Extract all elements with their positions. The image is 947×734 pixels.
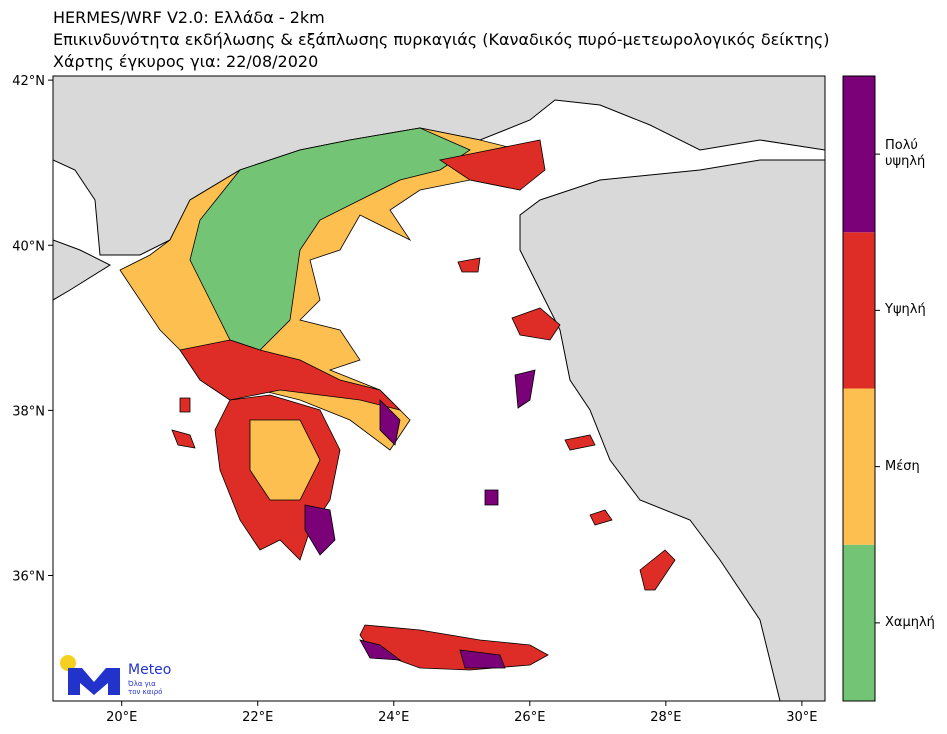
map-frame <box>52 75 826 702</box>
colorbar-swatch <box>843 544 875 701</box>
subtitle: Χάρτης έγκυρος για: 22/08/2020 <box>53 52 318 71</box>
colorbar-swatch <box>843 76 875 233</box>
subtitle: Επικινδυνότητα εκδήλωσης & εξάπλωσης πυρ… <box>53 30 830 49</box>
x-tick-label: 22°E <box>242 710 273 725</box>
colorbar-label: Χαμηλή <box>885 614 935 630</box>
colorbar-label: Υψηλή <box>885 302 926 318</box>
title: HERMES/WRF V2.0: Ελλάδα - 2km <box>53 8 325 27</box>
colorbar-label: Πολύ υψηλή <box>885 138 926 170</box>
y-tick-label: 36°N <box>12 570 45 585</box>
x-tick-label: 28°E <box>650 710 681 725</box>
x-tick-label: 26°E <box>514 710 545 725</box>
colorbar-swatch <box>843 232 875 389</box>
colorbar <box>843 76 880 701</box>
colorbar-label: Μέση <box>885 458 920 474</box>
x-tick-label: 24°E <box>378 710 409 725</box>
logo-tagline: τον καιρό <box>128 688 162 696</box>
y-tick-label: 42°N <box>12 74 45 89</box>
colorbar-swatch <box>843 388 875 545</box>
logo-tagline: Όλα για <box>127 680 156 688</box>
logo-name: Meteo <box>128 662 171 678</box>
x-tick-label: 30°E <box>786 710 817 725</box>
colorbar-frame <box>842 75 876 702</box>
y-tick-label: 38°N <box>12 404 45 419</box>
x-tick-label: 20°E <box>106 710 137 725</box>
map-area: Meteo Όλα για τον καιρό <box>53 76 825 701</box>
logo-mark <box>68 668 120 695</box>
y-tick-label: 40°N <box>12 239 45 254</box>
logo-sun <box>60 655 76 671</box>
